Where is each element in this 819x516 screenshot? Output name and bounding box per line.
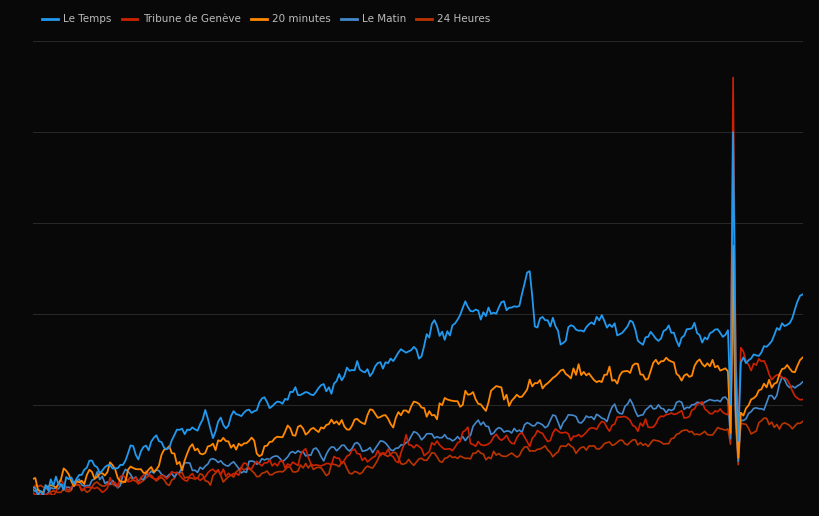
Legend: Le Temps, Tribune de Genève, 20 minutes, Le Matin, 24 Heures: Le Temps, Tribune de Genève, 20 minutes,… bbox=[38, 10, 495, 28]
